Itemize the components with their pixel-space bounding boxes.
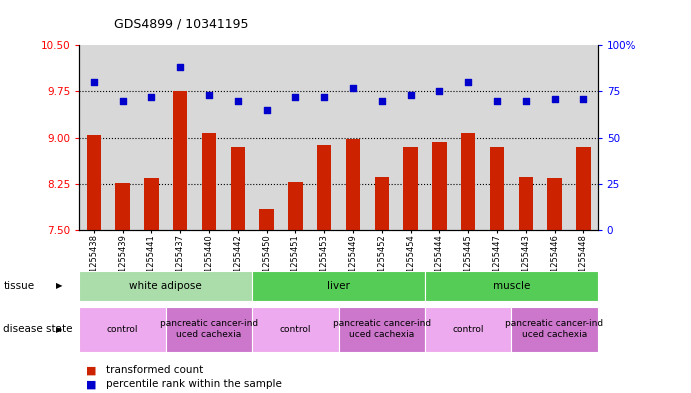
Point: [261, 107, 272, 113]
Bar: [115, 183, 130, 230]
Bar: [518, 177, 533, 230]
Text: white adipose: white adipose: [129, 281, 202, 291]
Point: [88, 79, 100, 85]
Point: [549, 95, 560, 102]
Bar: [173, 91, 187, 230]
Point: [146, 94, 157, 100]
Text: muscle: muscle: [493, 281, 530, 291]
Bar: [86, 135, 101, 230]
Bar: [547, 178, 562, 230]
Text: tissue: tissue: [3, 281, 35, 291]
Point: [290, 94, 301, 100]
Text: control: control: [280, 325, 311, 334]
Bar: [375, 177, 389, 230]
Point: [578, 95, 589, 102]
Text: ▶: ▶: [56, 325, 62, 334]
Point: [348, 84, 359, 91]
Text: GDS4899 / 10341195: GDS4899 / 10341195: [114, 18, 249, 31]
Point: [462, 79, 473, 85]
Text: pancreatic cancer-ind
uced cachexia: pancreatic cancer-ind uced cachexia: [332, 320, 431, 339]
Bar: [432, 143, 446, 230]
Bar: [231, 147, 245, 230]
Text: percentile rank within the sample: percentile rank within the sample: [106, 379, 282, 389]
Bar: [144, 178, 159, 230]
Bar: [490, 147, 504, 230]
Point: [203, 92, 214, 98]
Text: pancreatic cancer-ind
uced cachexia: pancreatic cancer-ind uced cachexia: [160, 320, 258, 339]
Text: ■: ■: [86, 365, 97, 375]
Point: [319, 94, 330, 100]
Bar: [404, 147, 418, 230]
Point: [175, 64, 186, 70]
Text: ■: ■: [86, 379, 97, 389]
Point: [117, 97, 128, 104]
Text: control: control: [453, 325, 484, 334]
Point: [405, 92, 416, 98]
Text: ▶: ▶: [56, 281, 62, 290]
Text: transformed count: transformed count: [106, 365, 203, 375]
Bar: [202, 132, 216, 230]
Point: [232, 97, 243, 104]
Point: [434, 88, 445, 94]
Text: pancreatic cancer-ind
uced cachexia: pancreatic cancer-ind uced cachexia: [505, 320, 604, 339]
Point: [491, 97, 502, 104]
Bar: [288, 182, 303, 230]
Text: control: control: [107, 325, 138, 334]
Text: liver: liver: [327, 281, 350, 291]
Text: disease state: disease state: [3, 324, 73, 334]
Point: [376, 97, 387, 104]
Bar: [259, 209, 274, 230]
Bar: [346, 139, 360, 230]
Bar: [461, 132, 475, 230]
Point: [520, 97, 531, 104]
Bar: [317, 145, 332, 230]
Bar: [576, 147, 591, 230]
